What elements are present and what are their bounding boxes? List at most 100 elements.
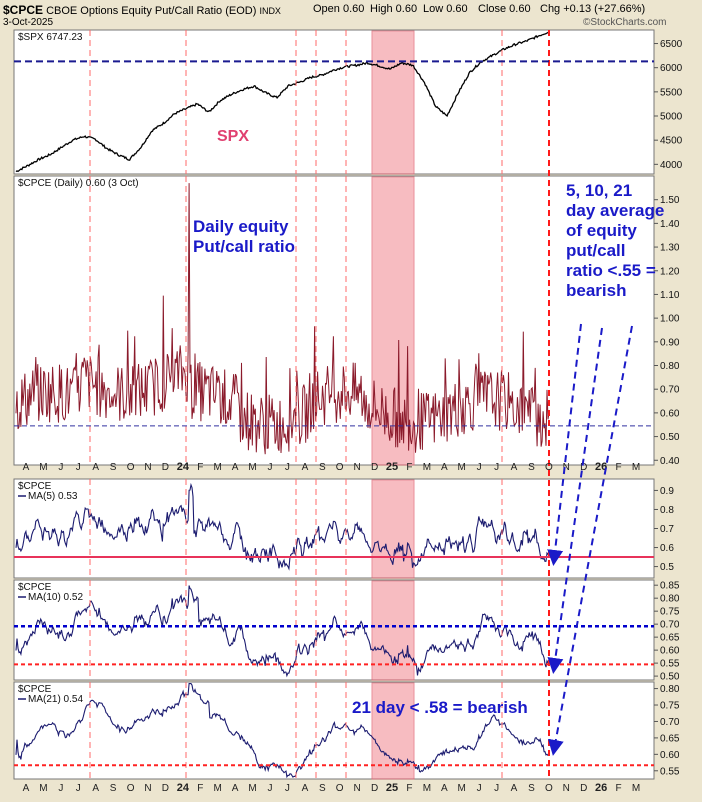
x-axis-label: D <box>371 462 378 473</box>
change-value: Chg +0.13 (+27.66%) <box>540 3 646 15</box>
y-tick-label: 0.40 <box>660 456 680 467</box>
x-axis-label: A <box>232 783 239 794</box>
chart-title: $CPCE CBOE Options Equity Put/Call Ratio… <box>3 3 281 17</box>
open-value: Open 0.60 <box>313 3 365 15</box>
y-tick-label: 0.6 <box>660 543 674 554</box>
x-axis-label: N <box>353 783 360 794</box>
x-axis-label: J <box>58 462 63 473</box>
x-axis-label: A <box>92 462 99 473</box>
ma10-line <box>15 585 550 678</box>
y-tick-label: 0.90 <box>660 337 680 348</box>
x-axis-label: D <box>162 783 169 794</box>
x-axis-label: D <box>580 462 587 473</box>
x-axis-label: A <box>23 462 30 473</box>
x-axis-label: A <box>511 783 518 794</box>
x-axis-label: F <box>616 462 622 473</box>
y-tick-label: 1.00 <box>660 314 680 325</box>
y-tick-label: 0.5 <box>660 562 674 573</box>
x-axis-label: S <box>528 783 535 794</box>
ma21-label: MA(21) 0.54 <box>28 694 83 705</box>
y-tick-label: 1.50 <box>660 195 680 206</box>
x-axis-label: S <box>110 462 117 473</box>
y-tick-label: 4000 <box>660 160 683 171</box>
y-tick-label: 0.85 <box>660 581 680 592</box>
symbol-name: CBOE Options Equity Put/Call Ratio (EOD) <box>46 5 257 17</box>
x-axis-label: O <box>336 462 344 473</box>
x-axis-label: O <box>127 783 135 794</box>
x-axis-label: F <box>406 462 412 473</box>
low-value: Low 0.60 <box>423 3 468 15</box>
panel-1 <box>13 29 655 175</box>
panel-2 <box>13 175 655 466</box>
spx-series-line <box>15 31 550 173</box>
x-axis-label: J <box>477 462 482 473</box>
trend-arrow <box>547 323 582 566</box>
x-axis-label: J <box>76 462 81 473</box>
x-axis-label: F <box>406 783 412 794</box>
y-tick-label: 1.30 <box>660 243 680 254</box>
y-tick-label: 0.70 <box>660 385 680 396</box>
x-axis-label: A <box>511 462 518 473</box>
ma21-panel-label: $CPCE <box>18 684 52 695</box>
x-axis-label: 26 <box>595 461 607 473</box>
x-axis-label: S <box>110 783 117 794</box>
x-axis-label: J <box>494 462 499 473</box>
x-axis-label: A <box>302 462 309 473</box>
daily-annotation-line2: Put/call ratio <box>193 237 296 256</box>
x-axis-label: N <box>563 783 570 794</box>
x-axis-label: S <box>319 783 326 794</box>
y-tick-label: 6500 <box>660 39 683 50</box>
x-axis-label: S <box>528 462 535 473</box>
x-axis-label: 26 <box>595 782 607 794</box>
y-tick-label: 0.75 <box>660 701 680 712</box>
symbol: $CPCE <box>3 3 44 17</box>
x-axis-label: J <box>477 783 482 794</box>
x-axis-label: A <box>441 783 448 794</box>
trend-arrow <box>547 327 603 674</box>
x-axis-label: M <box>458 783 466 794</box>
exchange: INDX <box>259 6 281 16</box>
ma10-panel-label: $CPCE <box>18 582 52 593</box>
cpce-panel-label: $CPCE (Daily) 0.60 (3 Oct) <box>18 178 139 189</box>
ma21-line <box>15 683 550 779</box>
y-tick-label: 0.80 <box>660 684 680 695</box>
x-axis-label: M <box>214 462 222 473</box>
avg-annotation-line3: of equity <box>566 221 637 240</box>
x-axis-label: D <box>371 783 378 794</box>
y-tick-label: 5500 <box>660 87 683 98</box>
y-tick-label: 0.60 <box>660 750 680 761</box>
y-tick-label: 0.60 <box>660 408 680 419</box>
y-tick-label: 0.50 <box>660 672 680 683</box>
x-axis-label: M <box>248 462 256 473</box>
daily-annotation-line1: Daily equity <box>193 217 289 236</box>
x-axis-label: F <box>197 462 203 473</box>
avg-annotation-line2: day average <box>566 201 665 220</box>
x-axis-label: J <box>285 783 290 794</box>
x-axis-label: 24 <box>177 782 190 794</box>
x-axis-label: F <box>616 783 622 794</box>
x-axis-label: N <box>563 462 570 473</box>
y-tick-label: 0.60 <box>660 646 680 657</box>
spx-annotation: SPX <box>217 128 250 145</box>
y-tick-label: 0.65 <box>660 733 680 744</box>
x-axis-label: D <box>162 462 169 473</box>
x-axis-label: M <box>632 462 640 473</box>
x-axis-label: M <box>458 462 466 473</box>
x-axis-label: J <box>494 783 499 794</box>
ma5-panel-label: $CPCE <box>18 481 52 492</box>
spx-panel-label: $SPX 6747.23 <box>18 32 83 43</box>
y-tick-label: 4500 <box>660 136 683 147</box>
y-tick-label: 1.40 <box>660 219 680 230</box>
x-axis-label: M <box>632 783 640 794</box>
x-axis-label: O <box>127 462 135 473</box>
x-axis-label: A <box>23 783 30 794</box>
x-axis-label: A <box>302 783 309 794</box>
x-axis-label: J <box>58 783 63 794</box>
x-axis-label: M <box>214 783 222 794</box>
y-tick-label: 0.50 <box>660 432 680 443</box>
x-axis-label: O <box>545 462 553 473</box>
y-tick-label: 0.75 <box>660 607 680 618</box>
x-axis-label: N <box>353 462 360 473</box>
stockcharts-watermark: ©StockCharts.com <box>583 17 667 28</box>
